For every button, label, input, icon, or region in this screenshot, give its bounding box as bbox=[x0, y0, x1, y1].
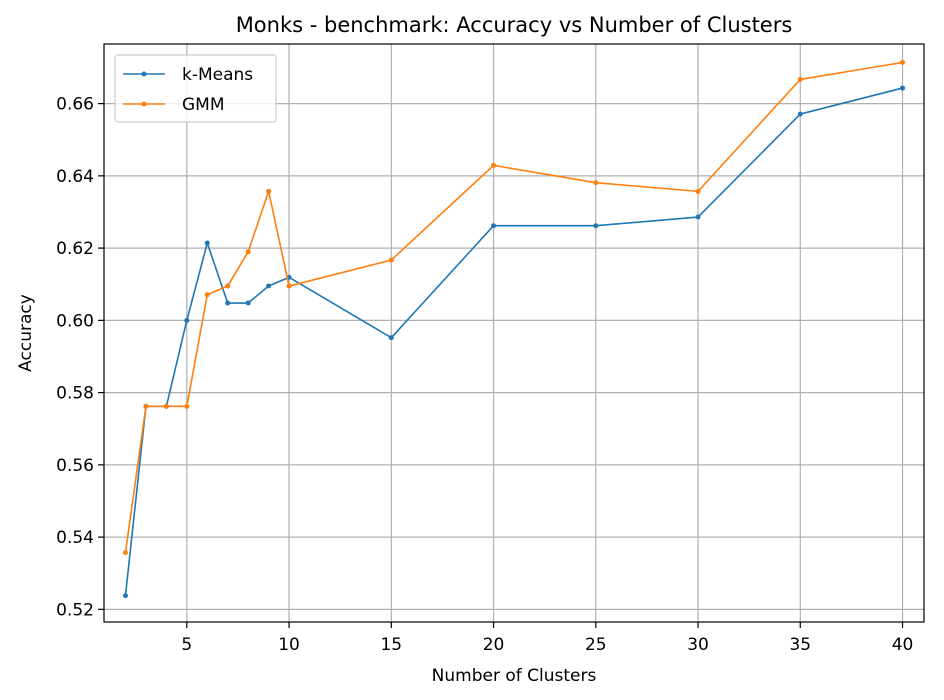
y-tick-label: 0.58 bbox=[56, 384, 94, 404]
k-means-data-point bbox=[695, 214, 701, 220]
gmm-data-point bbox=[184, 403, 190, 409]
k-means-data-point bbox=[225, 300, 231, 306]
chart-title: Monks - benchmark: Accuracy vs Number of… bbox=[236, 13, 793, 37]
x-tick-label: 25 bbox=[585, 635, 607, 655]
legend-box bbox=[114, 54, 277, 123]
k-means-data-point bbox=[900, 85, 906, 91]
legend-kmeans-marker bbox=[141, 71, 147, 77]
x-axis-label: Number of Clusters bbox=[432, 666, 597, 686]
legend-gmm-label: GMM bbox=[182, 95, 225, 115]
y-tick-label: 0.54 bbox=[56, 528, 94, 548]
gmm-data-point bbox=[695, 188, 701, 194]
gmm-data-point bbox=[245, 249, 251, 255]
x-tick-label: 15 bbox=[380, 635, 402, 655]
x-tick-label: 20 bbox=[483, 635, 505, 655]
y-tick-label: 0.52 bbox=[56, 600, 94, 620]
plot-series bbox=[122, 59, 906, 599]
k-means-data-point bbox=[797, 111, 803, 117]
k-means-data-point bbox=[122, 593, 128, 599]
gmm-data-point bbox=[491, 162, 497, 168]
y-tick-label: 0.64 bbox=[56, 167, 94, 187]
axis-ticks: 5 10 15 20 25 30 35 40 0.52 0.54 0.56 0.58 0.60 0.62 0… bbox=[56, 95, 913, 655]
gmm-data-point bbox=[286, 283, 292, 289]
x-tick-label: 35 bbox=[789, 635, 811, 655]
gmm-data-point bbox=[797, 76, 803, 82]
gmm-data-point bbox=[266, 188, 272, 194]
x-tick-label: 40 bbox=[892, 635, 914, 655]
k-means-data-point bbox=[388, 335, 394, 341]
k-means-data-point bbox=[266, 283, 272, 289]
gmm-data-point bbox=[388, 257, 394, 263]
k-means-data-point bbox=[245, 300, 251, 306]
k-means-data-point bbox=[593, 223, 599, 229]
x-tick-label: 30 bbox=[687, 635, 709, 655]
legend: k-Means GMM bbox=[114, 54, 277, 123]
y-tick-label: 0.66 bbox=[56, 95, 94, 115]
k-means-data-point bbox=[204, 240, 210, 246]
x-tick-label: 5 bbox=[181, 635, 192, 655]
y-tick-label: 0.60 bbox=[56, 311, 94, 331]
y-axis-label: Accuracy bbox=[16, 294, 36, 372]
k-means-data-point bbox=[491, 223, 497, 229]
gmm-data-point bbox=[122, 550, 128, 556]
x-tick-label: 10 bbox=[278, 635, 300, 655]
gmm-data-point bbox=[143, 403, 149, 409]
gmm-data-point bbox=[163, 403, 169, 409]
y-tick-label: 0.56 bbox=[56, 456, 94, 476]
legend-kmeans-label: k-Means bbox=[182, 65, 253, 85]
legend-gmm-marker bbox=[141, 101, 147, 107]
gmm-data-point bbox=[900, 59, 906, 65]
gmm-data-point bbox=[225, 283, 231, 289]
grid-lines bbox=[104, 44, 924, 622]
gmm-data-point bbox=[593, 180, 599, 186]
k-means-data-point bbox=[184, 317, 190, 323]
plot-frame bbox=[103, 43, 925, 623]
y-tick-label: 0.62 bbox=[56, 239, 94, 259]
gmm-data-point bbox=[204, 292, 210, 298]
